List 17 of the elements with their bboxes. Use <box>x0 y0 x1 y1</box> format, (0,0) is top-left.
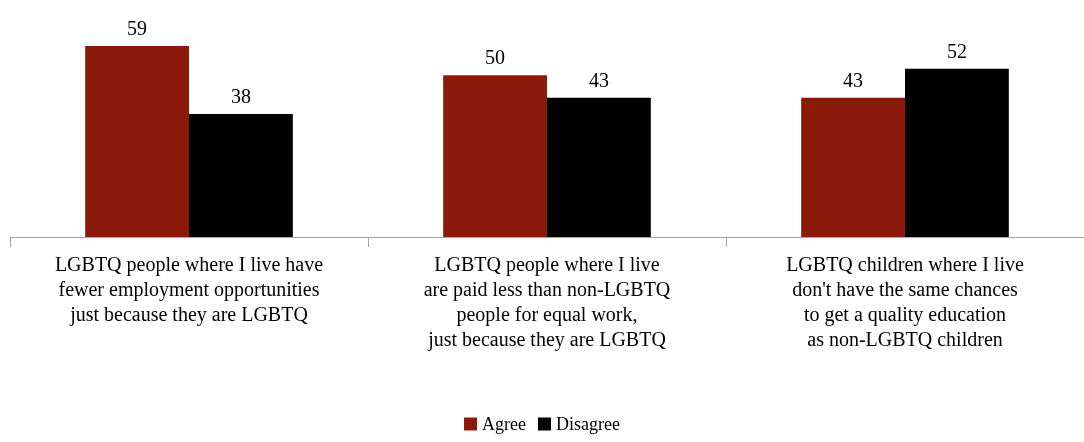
bar <box>189 113 293 237</box>
x-tick-label: LGBTQ people where I live have fewer employment opportunities just because they are LGBTQ <box>54 252 324 326</box>
legend-label: Agree <box>482 414 527 434</box>
data-label: 43 <box>588 68 609 91</box>
data-label: 43 <box>843 68 864 91</box>
bar <box>905 68 1009 237</box>
data-label: 50 <box>485 46 506 69</box>
bar <box>801 97 905 237</box>
x-tick-label: LGBTQ people where I live are paid less than non-LGBTQ people for equal work, just because they are LGBTQ <box>423 252 671 351</box>
bar <box>547 97 651 237</box>
data-label: 52 <box>946 39 967 62</box>
x-tick-label: LGBTQ children where I live don't have the same chances to get a quality education as non-LGBTQ children <box>786 252 1024 350</box>
bar <box>443 75 547 237</box>
bar <box>85 46 189 237</box>
data-label: 38 <box>230 84 251 107</box>
legend-label: Disagree <box>556 414 620 434</box>
data-label: 59 <box>127 17 148 39</box>
